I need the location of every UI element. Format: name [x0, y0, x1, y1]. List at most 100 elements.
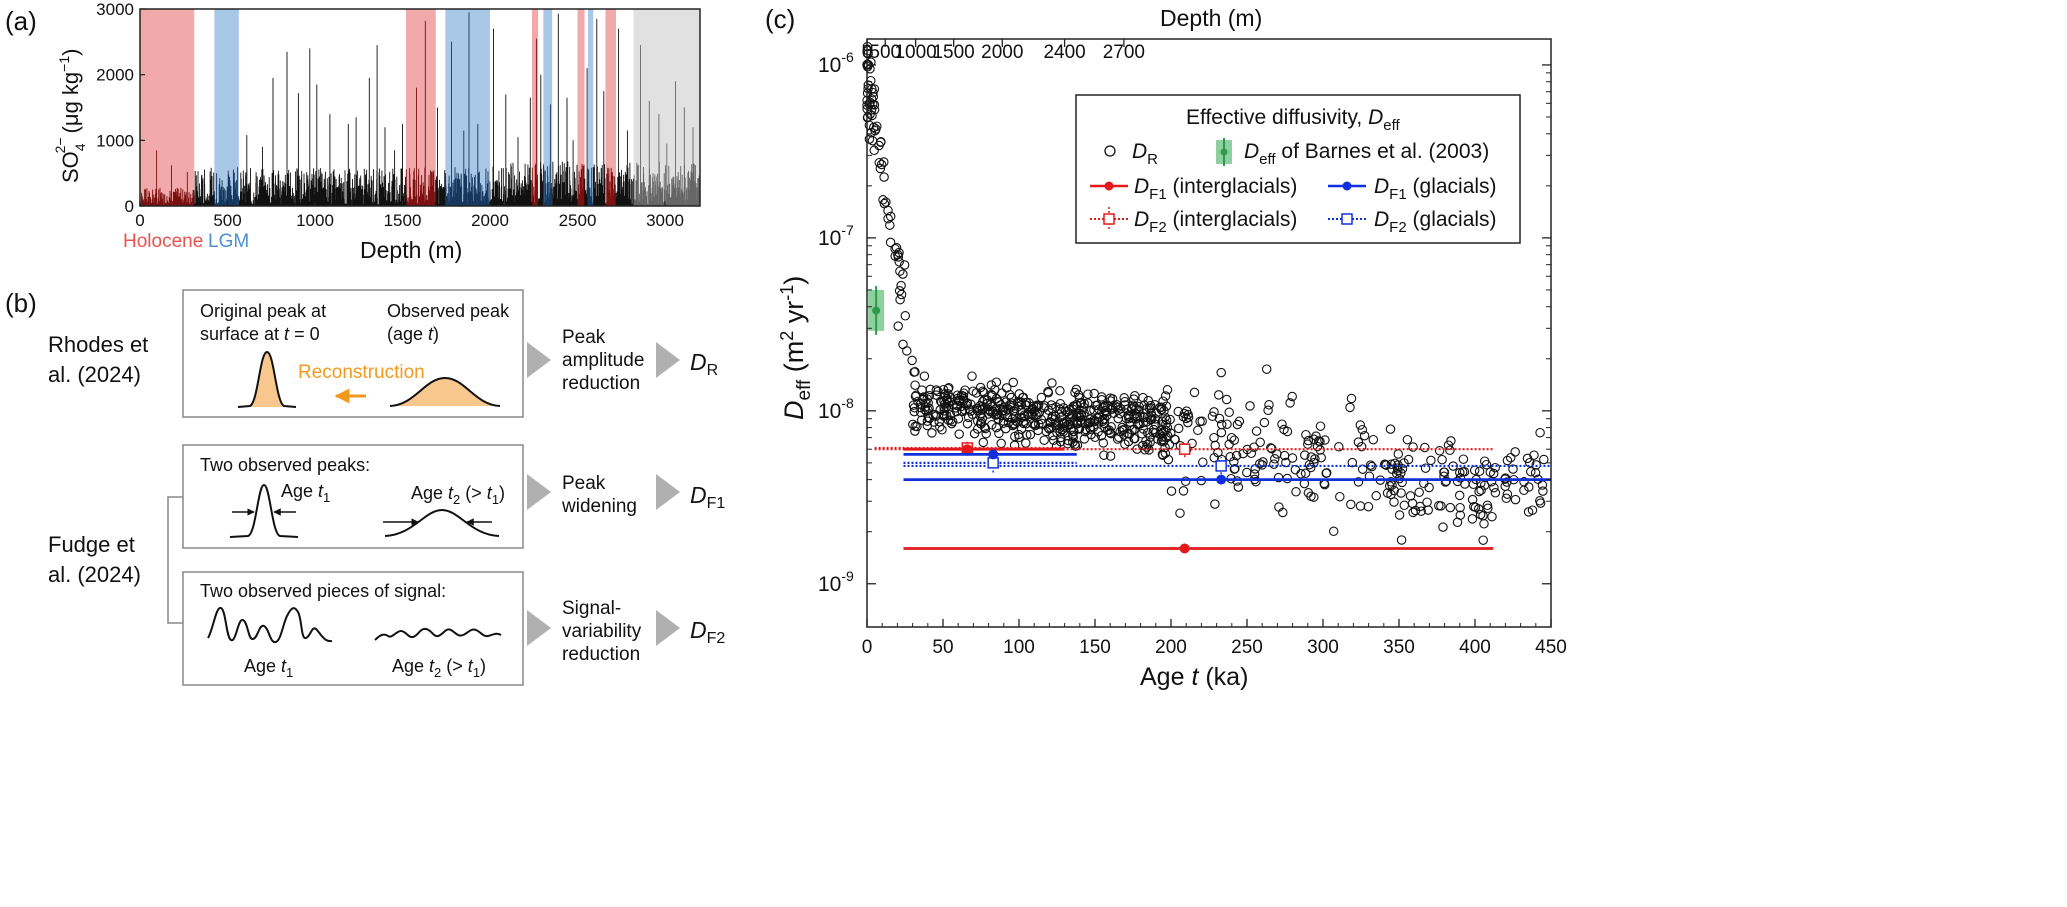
dr-point: [885, 237, 896, 248]
dr-point: [1089, 388, 1099, 399]
dr-point: [1490, 488, 1501, 498]
dr-point: [1039, 435, 1049, 445]
dr-point: [878, 195, 888, 205]
dr-point: [1535, 427, 1545, 438]
panel-c: (c) Depth (m) 0 50 100 150 200 250 300 350 400 45…: [765, 4, 1567, 691]
dr-point: [1057, 424, 1068, 435]
dr-point: [1225, 452, 1235, 462]
dr-point: [1036, 414, 1047, 425]
dr-point: [910, 426, 920, 436]
dr-point: [1229, 456, 1239, 467]
dr-point: [947, 416, 958, 427]
dr-point: [1089, 405, 1099, 415]
dr-point: [1068, 426, 1079, 437]
dr-point: [1234, 416, 1245, 427]
rhodes-box: [182, 289, 524, 418]
dr-point: [1357, 464, 1368, 474]
dr-point: [1505, 452, 1516, 463]
dr-point: [1274, 502, 1284, 512]
x-tick-label: 0: [862, 637, 873, 658]
legend: Effective diffusivity, Deff DR Deff of B…: [1075, 94, 1521, 244]
dr-point: [1309, 457, 1319, 468]
dr-point: [1399, 500, 1410, 511]
x-tick-label: 1500: [384, 211, 422, 230]
dr-point: [1500, 481, 1510, 492]
band-interglacial: [605, 9, 616, 206]
dr-point: [1316, 452, 1326, 463]
x-tick-label: 0: [135, 211, 144, 230]
legend-dr-marker: [1104, 145, 1116, 157]
dr-point: [1475, 509, 1486, 520]
df2-arrow: [656, 610, 680, 646]
dr-point: [1156, 404, 1167, 415]
dr-point: [1242, 467, 1252, 478]
dr-point: [1189, 387, 1200, 398]
dr-point: [1030, 420, 1040, 431]
dr-point: [1226, 432, 1237, 443]
dr-point: [956, 390, 967, 401]
x-axis-title-c: Age t (ka): [1140, 663, 1248, 691]
dr-point: [1066, 414, 1076, 424]
dr-point: [1300, 468, 1311, 479]
dr-point: [1454, 490, 1465, 501]
dr-point: [918, 395, 928, 405]
dr-point: [1474, 466, 1485, 477]
dr-point: [993, 414, 1004, 424]
dr-point: [958, 395, 969, 406]
dr-point: [1426, 455, 1436, 466]
dr-point: [1309, 434, 1319, 445]
f2-result-line3: reduction: [562, 644, 640, 665]
age1-label: Age t1: [281, 481, 330, 505]
dr-point: [1126, 404, 1137, 414]
dr-point: [1379, 459, 1390, 470]
dr-point: [976, 416, 987, 427]
dr-point: [999, 402, 1009, 412]
signal-age2-label: Age t2 (> t1): [392, 656, 486, 680]
dr-point: [1216, 367, 1226, 378]
dr-point: [1157, 434, 1168, 445]
dr-point: [1502, 455, 1513, 466]
dr-point: [1410, 505, 1421, 516]
dr-point: [1008, 377, 1019, 388]
dr-point: [1251, 426, 1262, 436]
f1-result-line2: widening: [561, 496, 637, 517]
band-label-lgm: LGM: [208, 231, 249, 252]
legend-f2g-marker: [1341, 213, 1353, 225]
dr-point: [1403, 454, 1414, 465]
dr-point: [1467, 514, 1478, 524]
dr-point: [1245, 401, 1255, 411]
dr-point: [954, 396, 965, 406]
dr-point: [1001, 397, 1011, 407]
x-tick-label: 200: [1155, 637, 1187, 658]
dr-point: [1148, 424, 1159, 435]
dr-point: [1187, 438, 1197, 449]
dr-point: [987, 401, 997, 412]
dr-point: [996, 438, 1006, 449]
original-peak-fill: [238, 352, 296, 407]
dr-point: [961, 400, 972, 410]
barnes-point: [872, 306, 881, 315]
y-tick-label: 1000: [96, 131, 134, 150]
df-lines: [868, 285, 1551, 554]
dr-point: [1079, 408, 1089, 418]
dr-point: [1381, 460, 1391, 470]
dr-point: [1408, 507, 1418, 518]
dr-point: [1434, 500, 1444, 511]
dr-point: [1115, 408, 1125, 419]
dr-point: [1355, 501, 1366, 511]
dr-point: [1229, 435, 1240, 445]
dr-point: [1114, 432, 1124, 443]
dr-point: [1043, 386, 1053, 397]
signal-old-curve: [374, 627, 502, 641]
dr-point: [1357, 424, 1368, 435]
df2-interglacial-marker: [1178, 443, 1191, 455]
dr-point: [1056, 411, 1067, 422]
dr-point: [1501, 493, 1512, 504]
fudge-ref-line1: Fudge et: [48, 532, 135, 557]
dr-point: [875, 137, 886, 148]
dr-point: [1025, 429, 1036, 440]
dr-point: [1479, 480, 1490, 491]
legend-frame: [1075, 94, 1521, 244]
dr-point: [909, 402, 920, 413]
dr-point: [945, 415, 956, 425]
